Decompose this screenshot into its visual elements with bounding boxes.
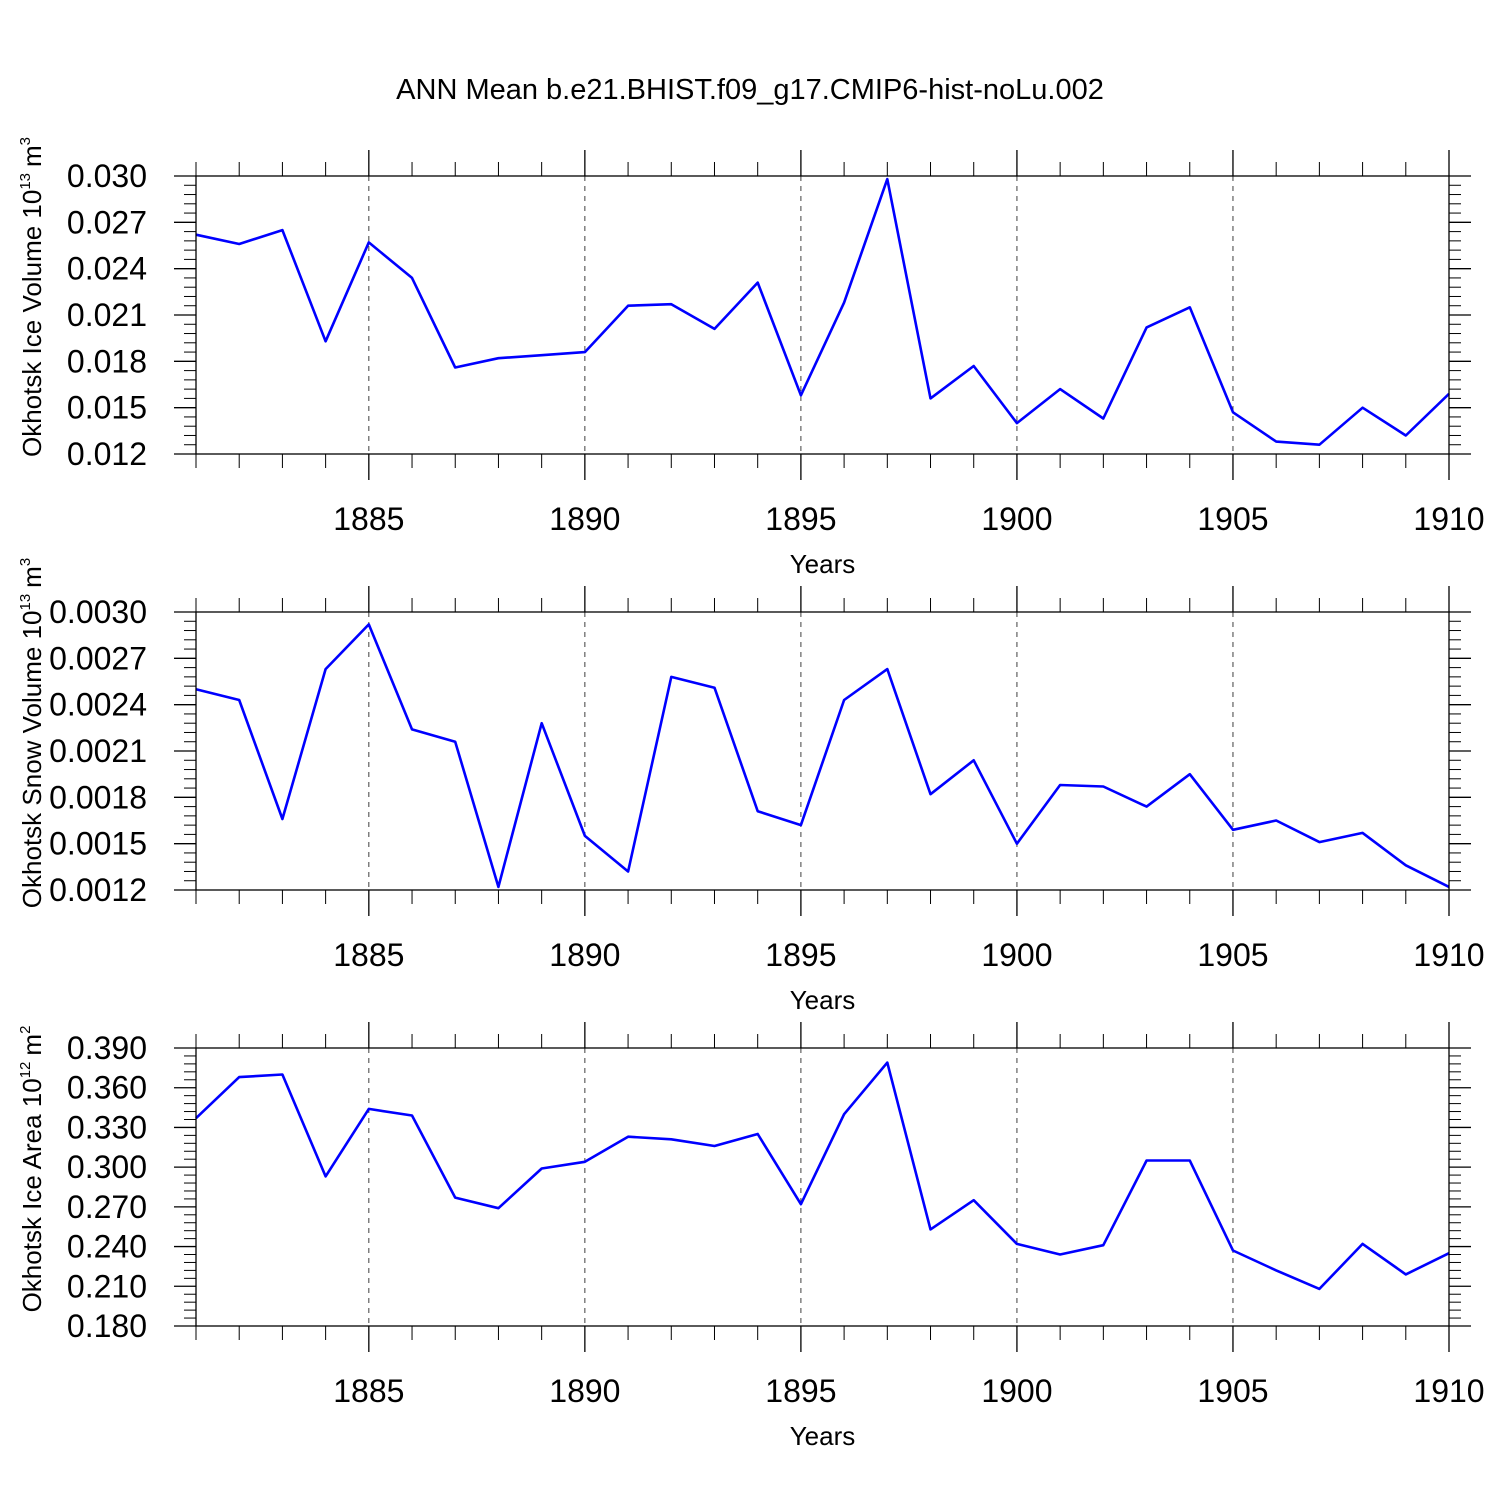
y-tick-label: 0.270 <box>67 1189 147 1225</box>
series-line-3 <box>195 1061 1450 1291</box>
y-tick-label: 0.018 <box>67 343 147 379</box>
y-tick-label: 0.360 <box>67 1070 147 1106</box>
x-axis-label: Years <box>790 549 856 579</box>
series-line-1 <box>195 177 1450 447</box>
x-tick-label: 1895 <box>765 937 836 973</box>
panel-2: 1885 1890 1895 1900 1905 1910 0.0012 0.0015 0.00… <box>17 558 1485 1015</box>
plot-frame <box>195 1047 1450 1327</box>
y-tick-label: 0.012 <box>67 436 147 472</box>
y-tick-label: 0.0027 <box>49 640 147 676</box>
y-tick-label: 0.015 <box>67 390 147 426</box>
y-axis-label-unit: m <box>17 145 47 167</box>
x-tick-label: 1895 <box>765 1373 836 1409</box>
y-axis-label: Okhotsk Ice Area 1012 m2 <box>17 1026 47 1313</box>
x-tick-label: 1900 <box>981 501 1052 537</box>
x-tick-label: 1910 <box>1413 937 1484 973</box>
y-axis-label-unit-exponent: 2 <box>17 1026 34 1034</box>
y-tick-label: 0.210 <box>67 1268 147 1304</box>
x-tick-label: 1905 <box>1197 1373 1268 1409</box>
x-tick-label: 1890 <box>549 937 620 973</box>
x-tick-label: 1910 <box>1413 501 1484 537</box>
plot-frame <box>195 611 1450 891</box>
series-line-2 <box>195 623 1450 889</box>
x-tick-label: 1900 <box>981 937 1052 973</box>
x-tick-label: 1890 <box>549 1373 620 1409</box>
x-tick-label: 1905 <box>1197 937 1268 973</box>
y-axis-label-unit: m <box>17 566 47 588</box>
panels: 1885 1890 1895 1900 1905 1910 0.012 0.015 0.018 0… <box>17 137 1485 1451</box>
x-tick-label: 1900 <box>981 1373 1052 1409</box>
y-tick-label: 0.030 <box>67 158 147 194</box>
x-axis-label: Years <box>790 1421 856 1451</box>
y-axis-label-unit: m <box>17 1034 47 1056</box>
y-tick-label: 0.0018 <box>49 779 147 815</box>
y-axis-label-unit-exponent: 3 <box>17 558 34 566</box>
y-tick-label: 0.180 <box>67 1308 147 1344</box>
y-tick-label: 0.0012 <box>49 872 147 908</box>
y-tick-label: 0.021 <box>67 297 147 333</box>
y-axis-label-exponent: 13 <box>17 173 34 190</box>
y-tick-label: 0.024 <box>67 251 147 287</box>
x-tick-label: 1885 <box>333 937 404 973</box>
x-axis-label: Years <box>790 985 856 1015</box>
x-tick-label: 1890 <box>549 501 620 537</box>
x-tick-label: 1885 <box>333 1373 404 1409</box>
y-axis-label: Okhotsk Snow Volume 1013 m3 <box>17 558 47 908</box>
y-axis-label-text: Okhotsk Ice Area 10 <box>17 1078 47 1312</box>
y-tick-label: 0.0030 <box>49 594 147 630</box>
y-tick-label: 0.0021 <box>49 733 147 769</box>
y-axis-label-text: Okhotsk Snow Volume 10 <box>17 610 47 908</box>
x-tick-label: 1905 <box>1197 501 1268 537</box>
y-tick-label: 0.300 <box>67 1149 147 1185</box>
x-tick-label: 1910 <box>1413 1373 1484 1409</box>
y-axis-label-text: Okhotsk Ice Volume 10 <box>17 190 47 457</box>
panel-1: 1885 1890 1895 1900 1905 1910 0.012 0.015 0.018 0… <box>17 137 1485 579</box>
figure-title: ANN Mean b.e21.BHIST.f09_g17.CMIP6-hist-… <box>396 74 1104 106</box>
y-tick-label: 0.027 <box>67 204 147 240</box>
y-axis-label-exponent: 12 <box>17 1062 34 1079</box>
y-tick-label: 0.240 <box>67 1229 147 1265</box>
y-axis-label-exponent: 13 <box>17 594 34 611</box>
x-tick-label: 1895 <box>765 501 836 537</box>
y-tick-label: 0.390 <box>67 1030 147 1066</box>
y-tick-label: 0.0024 <box>49 687 147 723</box>
x-tick-label: 1885 <box>333 501 404 537</box>
y-axis-label-unit-exponent: 3 <box>17 137 34 145</box>
y-tick-label: 0.0015 <box>49 826 147 862</box>
plot-frame <box>195 175 1450 455</box>
y-axis-label: Okhotsk Ice Volume 1013 m3 <box>17 137 47 457</box>
y-tick-label: 0.330 <box>67 1109 147 1145</box>
